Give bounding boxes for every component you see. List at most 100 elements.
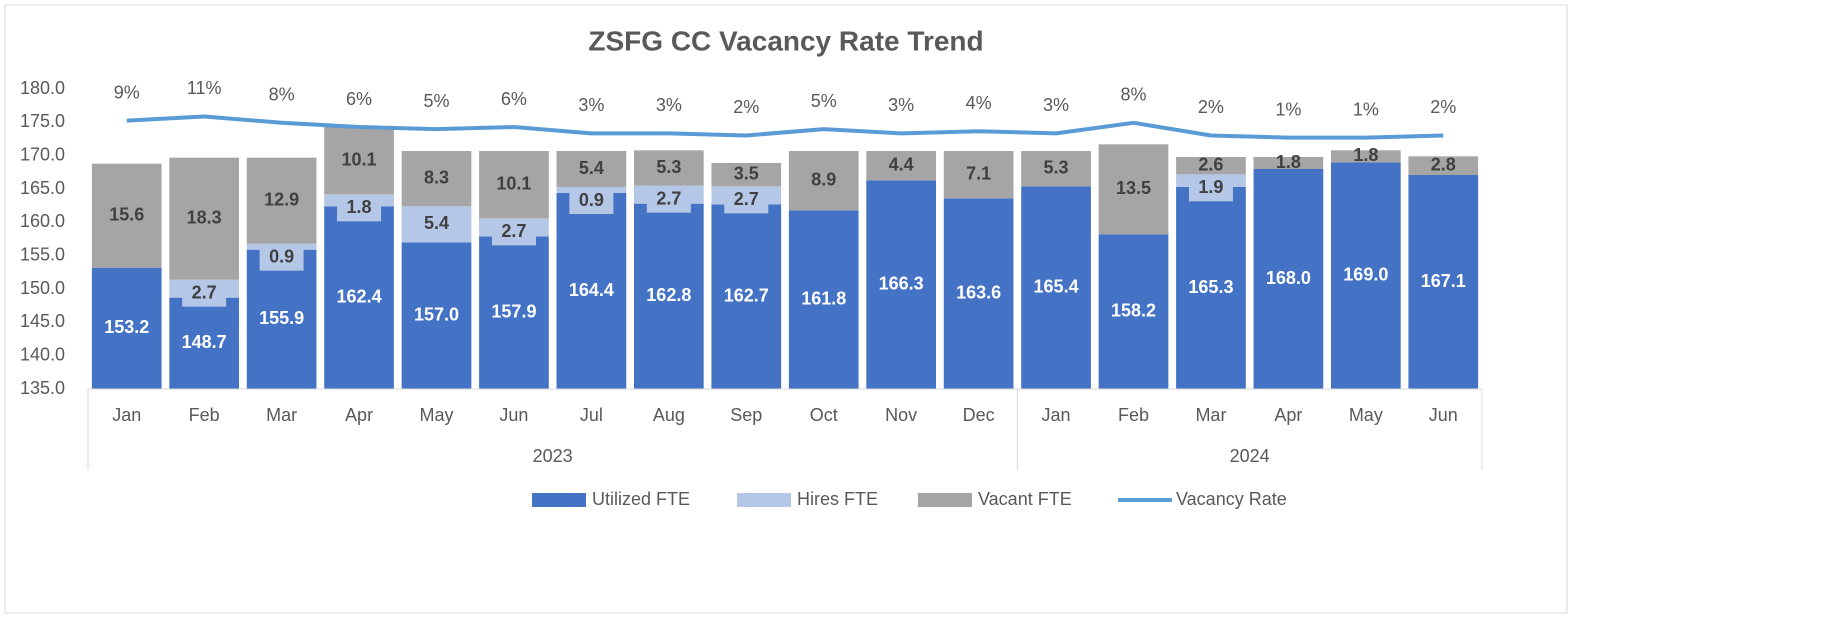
bar-label: 1.9 bbox=[1198, 177, 1223, 197]
bar-segment bbox=[788, 210, 859, 389]
bar-label: 153.2 bbox=[104, 317, 149, 337]
bar-label: 18.3 bbox=[187, 207, 222, 227]
bar-segment bbox=[556, 193, 627, 389]
bar-label: 168.0 bbox=[1266, 268, 1311, 288]
bar-segment bbox=[246, 249, 317, 389]
bar-label: 165.4 bbox=[1034, 276, 1079, 296]
x-tick-label: Jan bbox=[112, 405, 141, 425]
hires-label-box bbox=[724, 187, 769, 214]
hires-label-box bbox=[1188, 175, 1233, 202]
bar-label: 2.7 bbox=[656, 188, 681, 208]
bar-label: 2.7 bbox=[501, 221, 526, 241]
bar-segment bbox=[711, 204, 782, 389]
bar-label: 169.0 bbox=[1343, 264, 1388, 284]
x-tick-label: Jan bbox=[1042, 405, 1071, 425]
bar-segment bbox=[1253, 157, 1324, 169]
rate-label: 8% bbox=[269, 85, 295, 105]
bar-label: 1.8 bbox=[347, 197, 372, 217]
bar-segment bbox=[1098, 144, 1169, 235]
bar-label: 162.4 bbox=[337, 286, 382, 306]
x-tick-label: Dec bbox=[963, 405, 995, 425]
hires-label-box bbox=[259, 244, 304, 271]
y-tick-label: 160.0 bbox=[20, 211, 65, 231]
bar-segment bbox=[633, 150, 704, 186]
rate-line bbox=[126, 114, 1444, 140]
rate-label: 3% bbox=[578, 95, 604, 115]
x-tick-label: Sep bbox=[730, 405, 762, 425]
y-tick-label: 155.0 bbox=[20, 244, 65, 264]
x-tick-label: Jun bbox=[1429, 405, 1458, 425]
legend-label: Vacant FTE bbox=[978, 489, 1072, 509]
legend-label: Vacancy Rate bbox=[1176, 489, 1287, 509]
bar-segment bbox=[1176, 157, 1246, 175]
x-tick-label: Feb bbox=[189, 405, 220, 425]
hires-label-box bbox=[491, 219, 536, 246]
rate-label: 9% bbox=[114, 82, 140, 102]
x-group-label: 2024 bbox=[1230, 446, 1270, 466]
bar-segment bbox=[1021, 186, 1091, 389]
legend-label: Utilized FTE bbox=[592, 489, 690, 509]
rate-label: 3% bbox=[656, 95, 682, 115]
hires-label-box bbox=[182, 280, 227, 307]
rate-label: 5% bbox=[423, 91, 449, 111]
rate-label: 4% bbox=[966, 93, 992, 113]
bar-label: 2.8 bbox=[1431, 154, 1456, 174]
y-tick-label: 145.0 bbox=[20, 311, 65, 331]
rate-label: 6% bbox=[501, 89, 527, 109]
bar-label: 0.9 bbox=[579, 190, 604, 210]
bar-label: 15.6 bbox=[109, 204, 144, 224]
bar-label: 167.1 bbox=[1421, 271, 1466, 291]
bar-label: 8.3 bbox=[424, 167, 449, 187]
bar-segment bbox=[866, 180, 937, 389]
bar-label: 157.9 bbox=[491, 301, 536, 321]
bar-segment bbox=[1176, 187, 1246, 389]
legend-swatch bbox=[918, 493, 972, 507]
bar-segment bbox=[401, 151, 472, 207]
bar-segment bbox=[1253, 169, 1324, 389]
bar-segment bbox=[169, 297, 240, 389]
chart-title: ZSFG CC Vacancy Rate Trend bbox=[588, 25, 983, 56]
bar-segment bbox=[711, 163, 782, 187]
x-tick-label: May bbox=[1349, 405, 1383, 425]
bar-segment bbox=[556, 151, 627, 187]
bar-segment bbox=[401, 242, 472, 389]
x-tick-label: Jun bbox=[499, 405, 528, 425]
hires-label-box bbox=[646, 186, 691, 213]
bar-label: 10.1 bbox=[496, 173, 531, 193]
bar-label: 5.4 bbox=[579, 158, 604, 178]
bar-label: 162.7 bbox=[724, 285, 769, 305]
x-tick-label: Nov bbox=[885, 405, 917, 425]
bar-segment bbox=[246, 157, 317, 244]
bar-label: 165.3 bbox=[1188, 277, 1233, 297]
rate-label: 6% bbox=[346, 89, 372, 109]
rate-label: 3% bbox=[888, 95, 914, 115]
bar-label: 3.5 bbox=[734, 163, 759, 183]
rate-label: 8% bbox=[1120, 85, 1146, 105]
bar-segment bbox=[1021, 151, 1091, 187]
bar-label: 2.6 bbox=[1198, 154, 1223, 174]
bar-segment bbox=[91, 267, 162, 389]
bar-label: 7.1 bbox=[966, 163, 991, 183]
bar-label: 161.8 bbox=[801, 288, 846, 308]
bar-label: 5.3 bbox=[656, 157, 681, 177]
rate-label: 2% bbox=[1430, 97, 1456, 117]
y-tick-label: 175.0 bbox=[20, 111, 65, 131]
y-tick-label: 150.0 bbox=[20, 278, 65, 298]
legend-swatch bbox=[532, 493, 586, 507]
x-tick-label: Apr bbox=[1274, 405, 1302, 425]
rate-label: 2% bbox=[733, 97, 759, 117]
x-tick-label: Jul bbox=[580, 405, 603, 425]
bar-label: 5.3 bbox=[1044, 157, 1069, 177]
x-tick-label: May bbox=[419, 405, 453, 425]
x-tick-label: Mar bbox=[266, 405, 297, 425]
rate-label: 11% bbox=[187, 78, 222, 98]
bar-label: 158.2 bbox=[1111, 300, 1156, 320]
hires-label-box bbox=[569, 188, 614, 214]
bar-segment bbox=[1408, 175, 1479, 389]
x-tick-label: Apr bbox=[345, 405, 373, 425]
legend-swatch bbox=[737, 493, 791, 507]
rate-label: 1% bbox=[1353, 99, 1379, 119]
bar-label: 10.1 bbox=[342, 149, 377, 169]
bar-label: 8.9 bbox=[811, 169, 836, 189]
bar-segment bbox=[1330, 150, 1401, 163]
